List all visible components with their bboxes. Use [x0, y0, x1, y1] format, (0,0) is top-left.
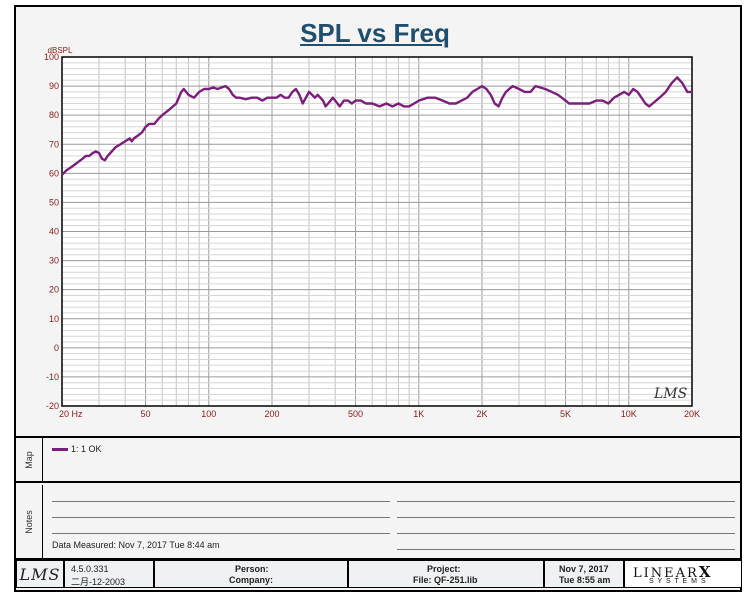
y-tick-label: -10: [46, 372, 59, 382]
data-measured-text: Data Measured: Nov 7, 2017 Tue 8:44 am: [52, 540, 220, 550]
y-tick-label: 40: [49, 227, 59, 237]
map-panel: [16, 436, 742, 483]
lms-logo: LMS: [19, 564, 61, 584]
y-tick-label: 20: [49, 285, 59, 295]
x-tick-label: 100: [201, 409, 216, 419]
person-label: Person:: [235, 564, 269, 574]
brand-text: LINEAR: [633, 566, 699, 581]
file-label: File: QF-251.lib: [413, 575, 478, 585]
y-tick-label: 30: [49, 256, 59, 266]
brand-x-text: X: [698, 563, 713, 581]
y-tick-label: 80: [49, 110, 59, 120]
y-tick-label: 50: [49, 197, 59, 207]
y-tick-label: -20: [46, 401, 59, 411]
lms-watermark: LMS: [653, 386, 687, 402]
plot-border: [61, 56, 693, 407]
x-tick-label: 20K: [684, 409, 700, 419]
date-text: Nov 7, 2017: [559, 564, 609, 574]
x-tick-label: 200: [264, 409, 279, 419]
y-tick-label: 100: [44, 52, 59, 62]
map-legend-swatch: [52, 448, 68, 451]
x-tick-label: 1K: [413, 409, 424, 419]
footer-project-cell: Project: File: QF-251.lib: [348, 560, 544, 588]
x-tick-label: 10K: [621, 409, 637, 419]
y-tick-label: 0: [54, 343, 59, 353]
chart-title: SPL vs Freq: [300, 18, 450, 48]
linearx-logo: LINEARX: [633, 563, 712, 581]
y-tick-label: 70: [49, 139, 59, 149]
y-tick-label: 90: [49, 81, 59, 91]
x-tick-label: 50: [141, 409, 151, 419]
time-text: Tue 8:55 am: [559, 575, 611, 585]
project-label: Project:: [427, 564, 461, 574]
company-label: Company:: [229, 575, 274, 585]
series-line: [61, 76, 692, 176]
footer-person-cell: Person: Company:: [154, 560, 348, 588]
brand-sub-text: S Y S T E M S: [649, 578, 707, 585]
notes-label-text: Notes: [23, 510, 34, 534]
footer-version-cell: 4.5.0.331 二月-12-2003: [64, 560, 154, 588]
y-axis-label: dBSPL: [48, 46, 73, 55]
y-tick-label: 60: [49, 168, 59, 178]
x-tick-label: 500: [348, 409, 363, 419]
version-text: 4.5.0.331: [71, 564, 109, 574]
build-date-text: 二月-12-2003: [71, 577, 126, 587]
map-label-text: Map: [23, 450, 34, 469]
notes-panel-label: Notes: [16, 485, 43, 559]
x-tick-label: 20 Hz: [59, 409, 83, 419]
footer-separator: [16, 558, 742, 560]
y-tick-label: 10: [49, 314, 59, 324]
footer-logo-cell: LMS: [16, 560, 64, 588]
footer-date-cell: Nov 7, 2017 Tue 8:55 am: [544, 560, 624, 588]
x-tick-label: 5K: [560, 409, 571, 419]
x-tick-label: 2K: [476, 409, 487, 419]
footer-brand-cell: LINEARX S Y S T E M S: [624, 560, 742, 588]
map-panel-label: Map: [16, 436, 43, 483]
map-legend-label: 1: 1 OK: [71, 444, 102, 454]
